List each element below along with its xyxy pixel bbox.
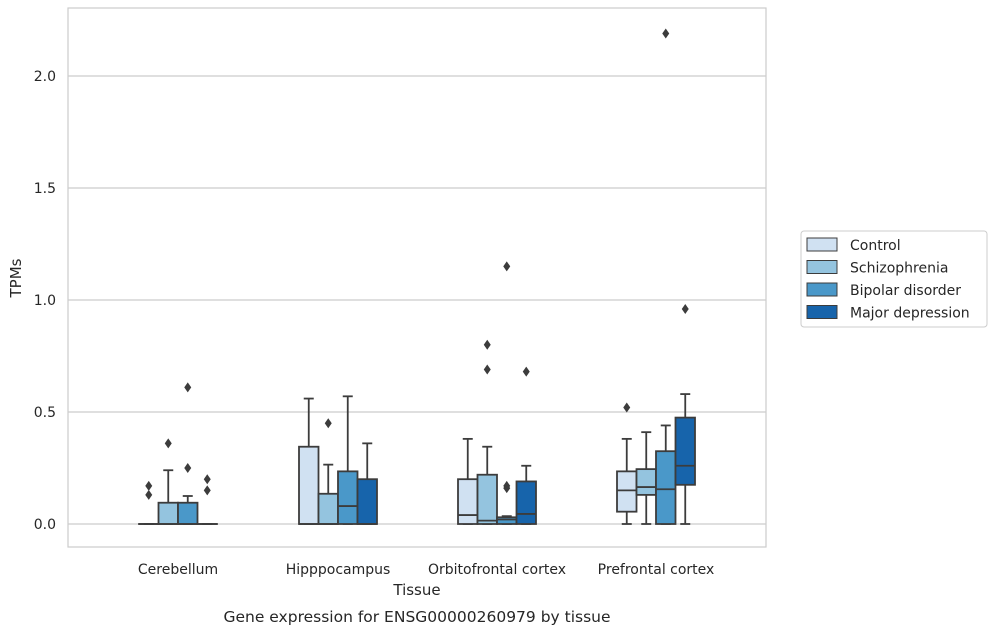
box-bipolar-disorder — [177, 382, 199, 525]
outlier-point — [324, 418, 332, 429]
box-control — [457, 437, 479, 525]
box-body — [496, 516, 518, 525]
x-tick-label: Prefrontal cortex — [598, 562, 715, 578]
y-tick-label: 0.5 — [34, 405, 56, 421]
box-body — [476, 473, 498, 525]
box-series — [138, 28, 696, 525]
x-axis-ticks: Cerebellum Hipppocampus Orbitofrontal cort… — [138, 562, 714, 578]
box-schizophrenia — [157, 438, 179, 525]
outlier-point — [184, 463, 192, 473]
box-body — [157, 501, 179, 525]
x-tick-label: Orbitofrontal cortex — [428, 562, 566, 578]
box-body — [177, 501, 199, 525]
outlier-point — [662, 28, 670, 39]
outlier-point — [203, 474, 211, 485]
box-body — [356, 478, 378, 525]
outlier-point — [522, 366, 530, 377]
y-axis-label: TPMs — [7, 258, 25, 298]
outlier-point — [203, 485, 211, 496]
box-control — [298, 397, 320, 525]
legend-label: Control — [850, 238, 901, 254]
x-tick-label: Cerebellum — [138, 562, 218, 578]
box-body — [457, 478, 479, 525]
x-tick-label: Hipppocampus — [286, 562, 391, 578]
outlier-point — [503, 261, 511, 272]
box-schizophrenia — [317, 418, 339, 525]
box-body — [317, 492, 339, 525]
outlier-point — [483, 364, 491, 375]
box-major-depression — [674, 303, 696, 525]
legend-label: Schizophrenia — [850, 261, 948, 277]
box-body — [616, 470, 638, 513]
outlier-point — [483, 339, 491, 350]
outlier-point — [145, 480, 153, 491]
outlier-point — [164, 438, 172, 449]
box-body — [298, 445, 320, 525]
box-control — [138, 480, 160, 525]
legend-swatch — [806, 260, 838, 274]
legend-swatch — [806, 305, 838, 319]
y-tick-label: 0.0 — [34, 517, 56, 533]
box-body — [635, 468, 657, 496]
legend: Control Schizophrenia Bipolar disorder Majo… — [800, 230, 988, 328]
y-tick-label: 1.5 — [34, 181, 56, 197]
box-body — [337, 470, 359, 525]
chart-caption: Gene expression for ENSG00000260979 by t… — [223, 608, 610, 626]
x-axis-label: Tissue — [392, 581, 440, 599]
box-major-depression — [196, 474, 218, 525]
box-major-depression — [515, 366, 537, 525]
legend-label: Bipolar disorder — [850, 283, 961, 299]
plot-frame — [67, 7, 767, 548]
y-tick-label: 1.0 — [34, 293, 56, 309]
box-body — [674, 416, 696, 486]
box-bipolar-disorder — [655, 28, 677, 525]
legend-label: Major depression — [850, 306, 970, 322]
legend-swatch — [806, 237, 838, 252]
y-axis-ticks: 0.0 0.5 1.0 1.5 2.0 — [34, 69, 56, 533]
y-tick-label: 2.0 — [34, 69, 56, 85]
box-major-depression — [356, 442, 378, 525]
outlier-point — [184, 382, 192, 393]
box-body — [515, 480, 537, 525]
legend-frame — [800, 230, 988, 328]
box-schizophrenia — [635, 431, 657, 525]
outlier-point — [681, 303, 689, 314]
legend-swatch — [806, 282, 838, 297]
box-bipolar-disorder — [337, 395, 359, 525]
outlier-point — [145, 489, 153, 500]
outlier-point — [623, 402, 631, 413]
outlier-point — [503, 483, 511, 494]
box-body — [655, 450, 677, 525]
box-bipolar-disorder — [496, 261, 518, 525]
box-control — [616, 402, 638, 525]
box-schizophrenia — [476, 339, 498, 525]
